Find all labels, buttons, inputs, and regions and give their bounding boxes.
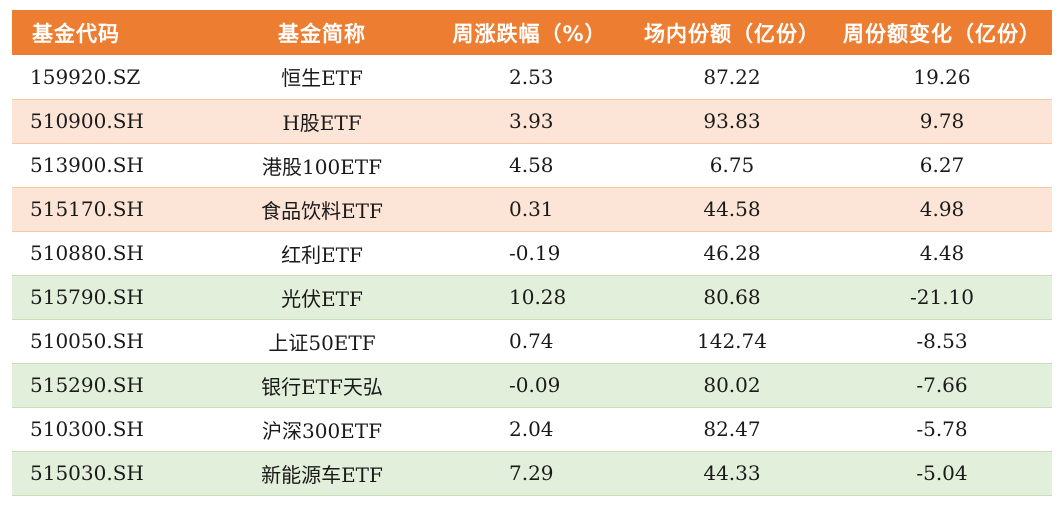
onexchange-shares-cell: 142.74: [632, 319, 832, 364]
fund-name-cell: 港股100ETF: [217, 143, 427, 188]
table-row: 515030.SH 新能源车ETF 7.29 44.33 -5.04: [12, 451, 1052, 496]
fund-name-cell: 光伏ETF: [217, 275, 427, 320]
header-onexchange-shares: 场内份额（亿份）: [644, 21, 820, 46]
table-header: 基金代码 基金简称 周涨跌幅（%） 场内份额（亿份） 周份额变化（亿份）: [12, 10, 1052, 55]
table-row: 515170.SH 食品饮料ETF 0.31 44.58 4.98: [12, 187, 1052, 232]
header-fund-code: 基金代码: [32, 21, 120, 46]
weekly-change-cell: 2.53: [427, 55, 632, 100]
onexchange-shares-cell: 80.68: [632, 275, 832, 320]
table-row: 510050.SH 上证50ETF 0.74 142.74 -8.53: [12, 319, 1052, 364]
weekly-share-change-cell: 9.78: [832, 99, 1052, 144]
fund-code-cell: 513900.SH: [12, 143, 217, 188]
header-row: 基金代码 基金简称 周涨跌幅（%） 场内份额（亿份） 周份额变化（亿份）: [12, 10, 1052, 55]
header-weekly-change-pct: 周涨跌幅（%）: [452, 21, 607, 46]
table-row: 510300.SH 沪深300ETF 2.04 82.47 -5.78: [12, 407, 1052, 452]
fund-name-cell: 食品饮料ETF: [217, 187, 427, 232]
table-body: 159920.SZ 恒生ETF 2.53 87.22 19.26 510900.…: [12, 55, 1052, 496]
onexchange-shares-cell: 46.28: [632, 231, 832, 276]
table-row: 510900.SH H股ETF 3.93 93.83 9.78: [12, 99, 1052, 144]
weekly-change-cell: 2.04: [427, 407, 632, 452]
fund-code-cell: 159920.SZ: [12, 55, 217, 100]
fund-code-cell: 510300.SH: [12, 407, 217, 452]
weekly-share-change-cell: -5.04: [832, 451, 1052, 496]
table-row: 510880.SH 红利ETF -0.19 46.28 4.48: [12, 231, 1052, 276]
weekly-change-cell: -0.19: [427, 231, 632, 276]
onexchange-shares-cell: 6.75: [632, 143, 832, 188]
weekly-change-cell: -0.09: [427, 363, 632, 408]
fund-code-cell: 510880.SH: [12, 231, 217, 276]
table-row: 159920.SZ 恒生ETF 2.53 87.22 19.26: [12, 55, 1052, 100]
fund-name-cell: 恒生ETF: [217, 55, 427, 100]
table-row: 513900.SH 港股100ETF 4.58 6.75 6.27: [12, 143, 1052, 188]
fund-code-cell: 510050.SH: [12, 319, 217, 364]
onexchange-shares-cell: 44.58: [632, 187, 832, 232]
fund-name-cell: 红利ETF: [217, 231, 427, 276]
weekly-change-cell: 4.58: [427, 143, 632, 188]
onexchange-shares-cell: 44.33: [632, 451, 832, 496]
weekly-share-change-cell: -8.53: [832, 319, 1052, 364]
header-fund-name: 基金简称: [278, 21, 366, 46]
header-weekly-share-change: 周份额变化（亿份）: [843, 21, 1041, 46]
fund-name-cell: 银行ETF天弘: [217, 363, 427, 408]
onexchange-shares-cell: 87.22: [632, 55, 832, 100]
fund-code-cell: 510900.SH: [12, 99, 217, 144]
fund-code-cell: 515790.SH: [12, 275, 217, 320]
fund-name-cell: 沪深300ETF: [217, 407, 427, 452]
table-row: 515790.SH 光伏ETF 10.28 80.68 -21.10: [12, 275, 1052, 320]
fund-name-cell: 新能源车ETF: [217, 451, 427, 496]
weekly-share-change-cell: -5.78: [832, 407, 1052, 452]
weekly-share-change-cell: 6.27: [832, 143, 1052, 188]
onexchange-shares-cell: 80.02: [632, 363, 832, 408]
fund-name-cell: H股ETF: [217, 99, 427, 144]
onexchange-shares-cell: 82.47: [632, 407, 832, 452]
weekly-share-change-cell: -7.66: [832, 363, 1052, 408]
onexchange-shares-cell: 93.83: [632, 99, 832, 144]
weekly-change-cell: 3.93: [427, 99, 632, 144]
weekly-share-change-cell: 19.26: [832, 55, 1052, 100]
table-row: 515290.SH 银行ETF天弘 -0.09 80.02 -7.66: [12, 363, 1052, 408]
weekly-share-change-cell: 4.98: [832, 187, 1052, 232]
weekly-change-cell: 7.29: [427, 451, 632, 496]
weekly-share-change-cell: -21.10: [832, 275, 1052, 320]
weekly-change-cell: 0.31: [427, 187, 632, 232]
weekly-share-change-cell: 4.48: [832, 231, 1052, 276]
fund-code-cell: 515030.SH: [12, 451, 217, 496]
fund-code-cell: 515290.SH: [12, 363, 217, 408]
fund-name-cell: 上证50ETF: [217, 319, 427, 364]
weekly-change-cell: 10.28: [427, 275, 632, 320]
etf-share-change-table: 基金代码 基金简称 周涨跌幅（%） 场内份额（亿份） 周份额变化（亿份） 159…: [12, 10, 1052, 496]
weekly-change-cell: 0.74: [427, 319, 632, 364]
fund-code-cell: 515170.SH: [12, 187, 217, 232]
